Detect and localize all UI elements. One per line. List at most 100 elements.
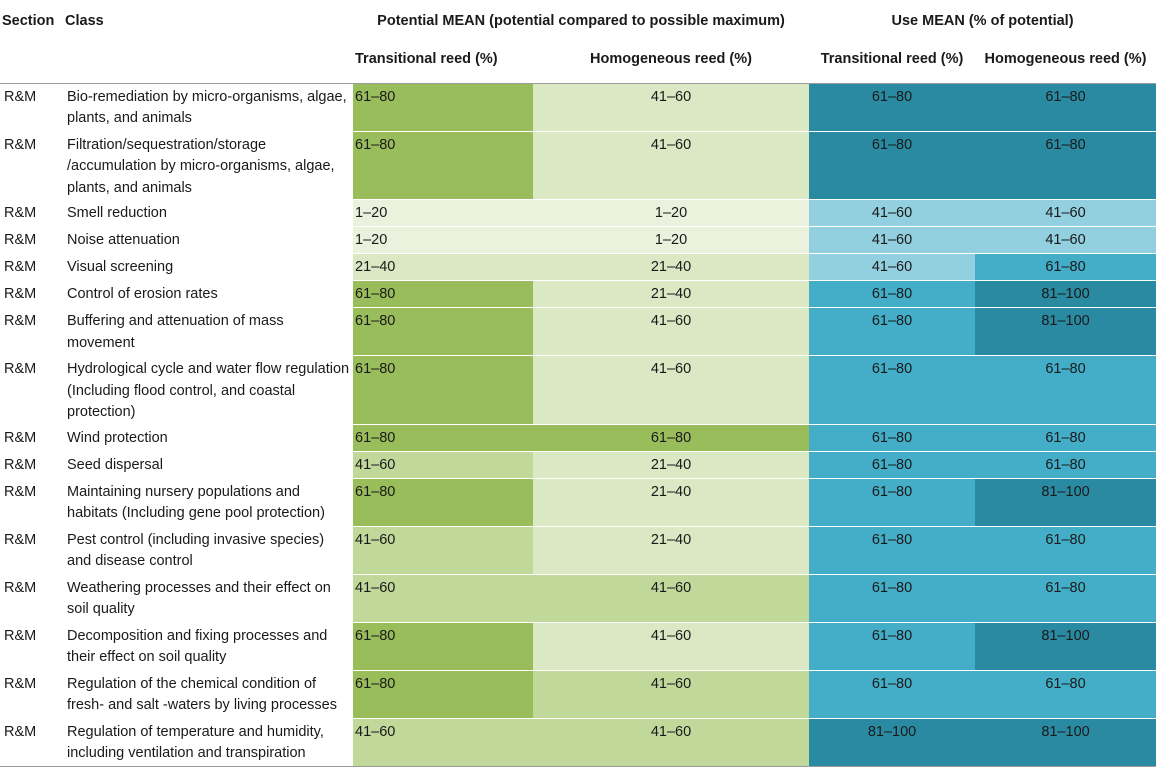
cell-potential-transitional: 61–80 [353,83,533,131]
header-use-transitional: Transitional reed (%) [809,32,976,84]
cell-use-homogeneous: 61–80 [975,670,1156,718]
cell-potential-transitional: 1–20 [353,226,533,254]
cell-class: Filtration/sequestration/storage /accumu… [67,136,335,196]
cell-use-homogeneous: 61–80 [975,253,1156,281]
header-section: Section [2,13,55,29]
cell-use-transitional: 81–100 [809,718,976,767]
cell-potential-homogeneous: 21–40 [533,280,810,308]
cell-potential-homogeneous: 41–60 [533,574,810,622]
table-row: R&M Weathering processes and their effec… [0,574,1156,622]
cell-potential-homogeneous: 21–40 [533,253,810,281]
cell-section: R&M [4,579,37,596]
table-row: R&M Visual screening 21–40 21–40 41–60 6… [0,253,1156,281]
cell-section: R&M [4,136,37,153]
cell-use-transitional: 61–80 [809,307,976,356]
table-row: R&M Buffering and attenuation of mass mo… [0,307,1156,356]
cell-use-transitional: 61–80 [809,622,976,670]
cell-potential-transitional: 61–80 [353,280,533,308]
cell-potential-transitional: 61–80 [353,424,533,451]
header-potential-transitional: Transitional reed (%) [353,32,533,84]
cell-potential-transitional: 41–60 [353,574,533,622]
cell-class: Buffering and attenuation of mass moveme… [67,313,284,351]
cell-use-transitional: 61–80 [809,526,976,574]
cell-use-transitional: 61–80 [809,451,976,478]
cell-potential-homogeneous: 21–40 [533,451,810,478]
cell-section: R&M [4,483,37,500]
cell-potential-homogeneous: 41–60 [533,131,810,200]
cell-use-transitional: 41–60 [809,253,976,281]
cell-potential-homogeneous: 41–60 [533,622,810,670]
table-row: R&M Smell reduction 1–20 1–20 41–60 41–6… [0,199,1156,227]
table-row: R&M Filtration/sequestration/storage /ac… [0,131,1156,200]
table-row: R&M Wind protection 61–80 61–80 61–80 61… [0,424,1156,451]
cell-potential-transitional: 61–80 [353,131,533,200]
cell-use-homogeneous: 81–100 [975,280,1156,308]
cell-section: R&M [4,286,37,302]
cell-use-homogeneous: 61–80 [975,424,1156,451]
table-row: R&M Decomposition and fixing processes a… [0,622,1156,670]
cell-use-homogeneous: 41–60 [975,226,1156,254]
table-row: R&M Regulation of the chemical condition… [0,670,1156,718]
cell-use-transitional: 61–80 [809,83,976,131]
cell-potential-homogeneous: 21–40 [533,526,810,574]
cell-potential-transitional: 41–60 [353,526,533,574]
cell-use-homogeneous: 81–100 [975,718,1156,767]
cell-use-homogeneous: 61–80 [975,526,1156,574]
cell-class: Decomposition and fixing processes and t… [67,627,328,666]
table-row: R&M Noise attenuation 1–20 1–20 41–60 41… [0,226,1156,254]
cell-section: R&M [4,675,37,692]
cell-use-homogeneous: 61–80 [975,83,1156,131]
header-potential-group: Potential MEAN (potential compared to po… [377,13,785,29]
cell-section: R&M [4,429,37,446]
cell-use-homogeneous: 61–80 [975,451,1156,478]
cell-potential-homogeneous: 41–60 [533,355,810,424]
cell-class: Pest control (including invasive species… [67,531,325,570]
cell-section: R&M [4,531,37,548]
cell-use-homogeneous: 41–60 [975,199,1156,227]
cell-potential-transitional: 61–80 [353,478,533,526]
cell-use-transitional: 61–80 [809,424,976,451]
cell-potential-transitional: 61–80 [353,355,533,424]
table-row: R&M Regulation of temperature and humidi… [0,718,1156,767]
cell-class: Maintaining nursery populations and habi… [67,483,325,522]
cell-potential-homogeneous: 1–20 [533,226,810,254]
cell-potential-transitional: 61–80 [353,670,533,718]
cell-class: Regulation of the chemical condition of … [67,675,337,714]
cell-potential-transitional: 61–80 [353,622,533,670]
table-row: R&M Bio-remediation by micro-organisms, … [0,83,1156,131]
cell-class: Smell reduction [67,205,167,221]
cell-section: R&M [4,88,37,105]
cell-section: R&M [4,205,37,221]
header-use-homogeneous: Homogeneous reed (%) [975,32,1156,84]
cell-use-transitional: 61–80 [809,131,976,200]
cell-class: Bio-remediation by micro-organisms, alga… [67,88,347,127]
cell-use-homogeneous: 61–80 [975,574,1156,622]
cell-potential-homogeneous: 41–60 [533,718,810,767]
cell-use-homogeneous: 61–80 [975,131,1156,200]
header-use-group: Use MEAN (% of potential) [891,13,1074,29]
table-row: R&M Seed dispersal 41–60 21–40 61–80 61–… [0,451,1156,478]
cell-potential-homogeneous: 1–20 [533,199,810,227]
cell-use-transitional: 61–80 [809,355,976,424]
cell-class: Seed dispersal [67,456,163,473]
table-row: R&M Control of erosion rates 61–80 21–40… [0,280,1156,308]
cell-potential-homogeneous: 21–40 [533,478,810,526]
cell-class: Visual screening [67,259,174,275]
cell-class: Hydrological cycle and water flow regula… [67,361,350,420]
cell-use-transitional: 61–80 [809,280,976,308]
cell-section: R&M [0,718,63,767]
cell-section: R&M [4,259,37,275]
cell-potential-homogeneous: 41–60 [533,83,810,131]
header-potential-homogeneous: Homogeneous reed (%) [533,32,810,84]
table-row: R&M Hydrological cycle and water flow re… [0,355,1156,424]
cell-potential-homogeneous: 41–60 [533,307,810,356]
header-row-groups: Section Class Potential MEAN (potential … [0,0,1156,32]
cell-use-homogeneous: 81–100 [975,307,1156,356]
cell-class: Noise attenuation [67,232,180,248]
cell-class: Regulation of temperature and humidity, … [63,718,353,767]
cell-potential-transitional: 61–80 [353,307,533,356]
table-row: R&M Maintaining nursery populations and … [0,478,1156,526]
cell-potential-homogeneous: 61–80 [533,424,810,451]
cell-use-homogeneous: 81–100 [975,622,1156,670]
